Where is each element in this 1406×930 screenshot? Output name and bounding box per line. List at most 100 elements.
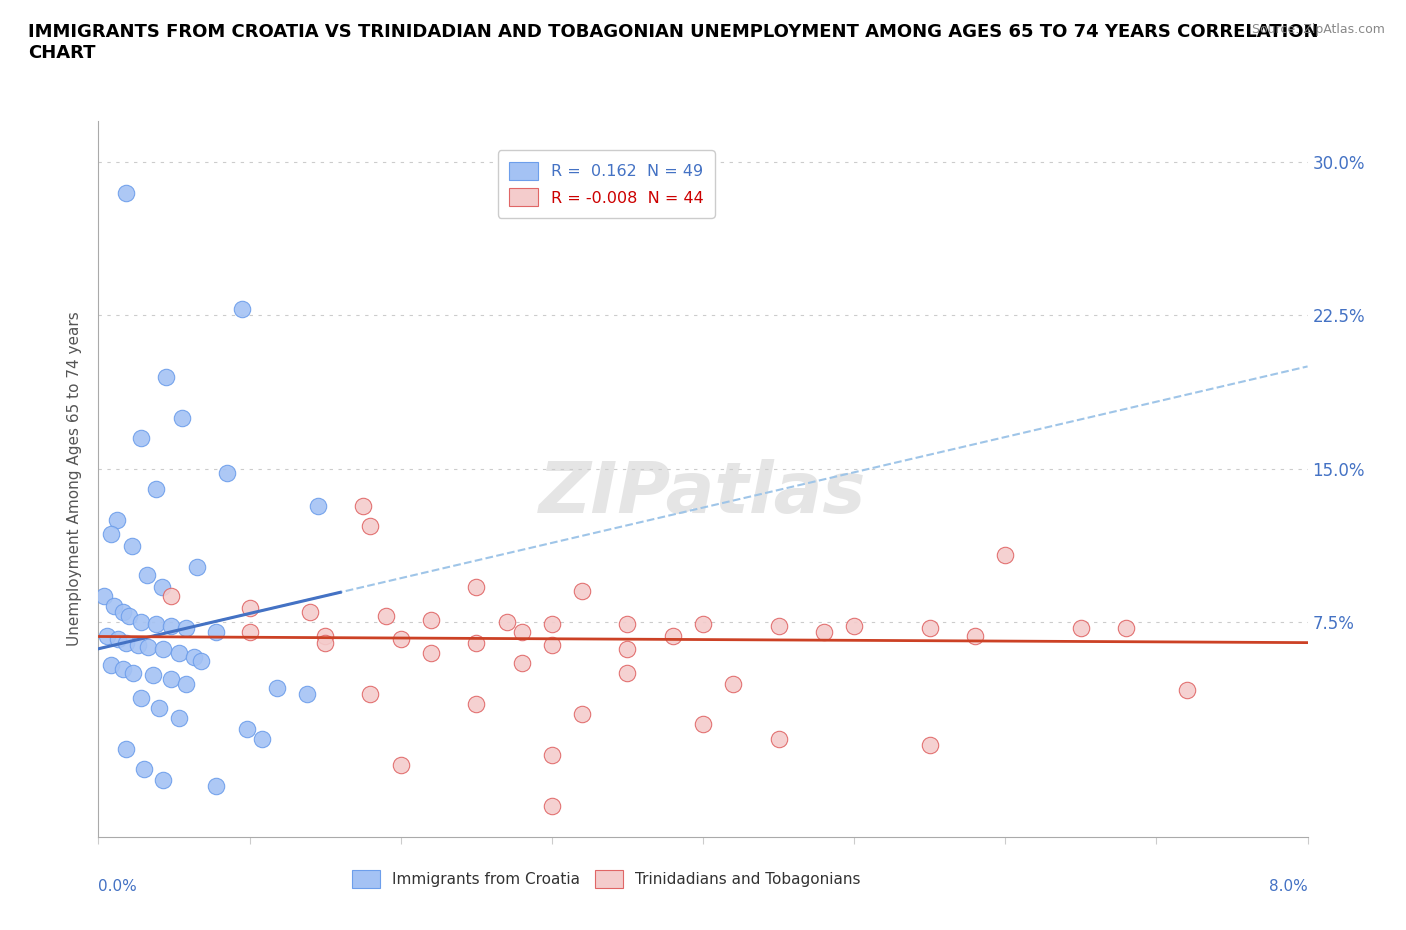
Point	[1070, 621, 1092, 636]
Point	[183, 649, 205, 664]
Point	[495, 615, 517, 630]
Point	[114, 185, 136, 200]
Point	[142, 668, 165, 683]
Point	[250, 731, 273, 746]
Legend: Immigrants from Croatia, Trinidadians and Tobagonians: Immigrants from Croatia, Trinidadians an…	[346, 864, 866, 894]
Point	[114, 741, 136, 756]
Point	[571, 707, 593, 722]
Point	[723, 676, 745, 691]
Point	[540, 748, 562, 763]
Point	[135, 567, 157, 582]
Point	[129, 690, 152, 705]
Point	[174, 621, 197, 636]
Point	[160, 672, 183, 687]
Point	[420, 645, 443, 660]
Point	[994, 547, 1017, 562]
Point	[136, 639, 159, 654]
Point	[1175, 683, 1198, 698]
Point	[111, 662, 134, 677]
Point	[813, 625, 835, 640]
Point	[118, 608, 141, 623]
Text: 8.0%: 8.0%	[1268, 879, 1308, 894]
Point	[307, 498, 329, 513]
Point	[540, 637, 562, 652]
Point	[314, 629, 336, 644]
Point	[692, 717, 714, 732]
Point	[235, 721, 257, 736]
Point	[965, 629, 987, 644]
Point	[540, 617, 562, 631]
Point	[1115, 621, 1137, 636]
Point	[299, 604, 322, 619]
Point	[239, 625, 262, 640]
Point	[152, 642, 174, 657]
Point	[360, 686, 382, 701]
Point	[190, 654, 212, 669]
Point	[239, 601, 262, 616]
Point	[145, 617, 167, 631]
Point	[167, 711, 190, 725]
Point	[121, 539, 143, 554]
Point	[465, 697, 488, 711]
Point	[215, 465, 238, 480]
Point	[105, 512, 128, 527]
Point	[510, 625, 533, 640]
Point	[314, 635, 336, 650]
Point	[186, 560, 208, 575]
Text: 0.0%: 0.0%	[98, 879, 138, 894]
Point	[100, 658, 122, 672]
Text: Source: ZipAtlas.com: Source: ZipAtlas.com	[1251, 23, 1385, 36]
Point	[103, 598, 125, 613]
Point	[174, 676, 197, 691]
Point	[295, 686, 318, 701]
Point	[360, 519, 382, 534]
Point	[616, 642, 638, 657]
Point	[768, 731, 790, 746]
Point	[127, 637, 149, 652]
Point	[96, 629, 118, 644]
Point	[114, 635, 136, 650]
Point	[107, 631, 129, 646]
Point	[205, 778, 228, 793]
Y-axis label: Unemployment Among Ages 65 to 74 years: Unemployment Among Ages 65 to 74 years	[67, 312, 83, 646]
Point	[231, 301, 253, 316]
Point	[661, 629, 683, 644]
Point	[152, 772, 174, 787]
Point	[122, 666, 145, 681]
Point	[616, 617, 638, 631]
Point	[129, 431, 152, 445]
Text: IMMIGRANTS FROM CROATIA VS TRINIDADIAN AND TOBAGONIAN UNEMPLOYMENT AMONG AGES 65: IMMIGRANTS FROM CROATIA VS TRINIDADIAN A…	[28, 23, 1319, 62]
Point	[145, 482, 167, 497]
Point	[205, 625, 228, 640]
Point	[111, 604, 134, 619]
Point	[465, 635, 488, 650]
Point	[100, 526, 122, 541]
Point	[160, 618, 183, 633]
Point	[374, 608, 396, 623]
Point	[148, 700, 170, 715]
Point	[420, 613, 443, 628]
Point	[768, 618, 790, 633]
Point	[167, 645, 190, 660]
Point	[160, 588, 183, 603]
Point	[132, 762, 155, 777]
Point	[389, 631, 412, 646]
Point	[93, 588, 115, 603]
Point	[155, 369, 177, 384]
Text: ZIPatlas: ZIPatlas	[540, 458, 866, 527]
Point	[150, 580, 173, 595]
Point	[540, 799, 562, 814]
Point	[571, 584, 593, 599]
Point	[510, 656, 533, 671]
Point	[266, 680, 288, 695]
Point	[844, 618, 866, 633]
Point	[352, 498, 374, 513]
Point	[616, 666, 638, 681]
Point	[465, 580, 488, 595]
Point	[918, 737, 941, 752]
Point	[918, 621, 941, 636]
Point	[692, 617, 714, 631]
Point	[170, 410, 193, 425]
Point	[129, 615, 152, 630]
Point	[389, 758, 412, 773]
